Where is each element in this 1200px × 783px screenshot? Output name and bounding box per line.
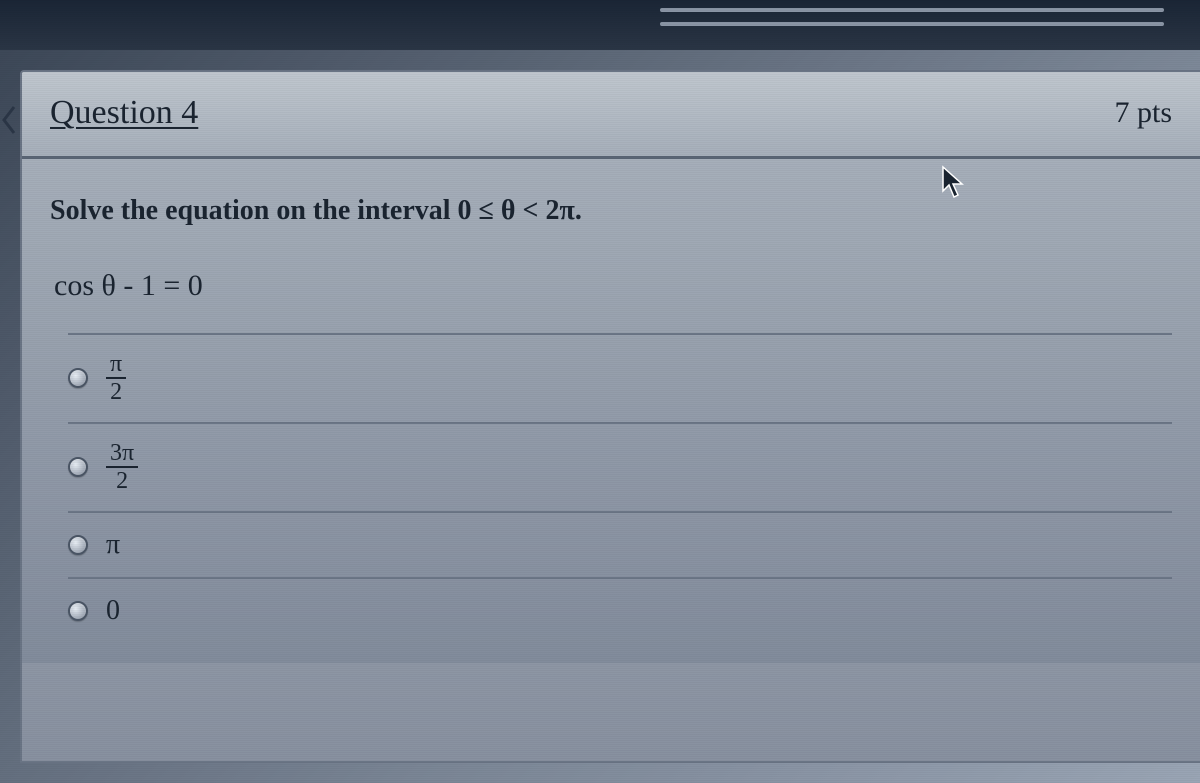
fraction-numerator: 3π [106, 440, 138, 468]
mouse-cursor-icon [940, 165, 966, 201]
fraction-denominator: 2 [106, 379, 126, 405]
radio-button[interactable] [68, 535, 88, 555]
question-body: Solve the equation on the interval 0 ≤ θ… [22, 159, 1200, 663]
previous-question-icon[interactable] [0, 105, 18, 135]
radio-button[interactable] [68, 601, 88, 621]
radio-wrap[interactable] [68, 368, 88, 388]
answer-options: π 2 3π 2 [68, 333, 1172, 643]
option-row[interactable]: π 2 [68, 333, 1172, 422]
radio-button[interactable] [68, 457, 88, 477]
fraction-icon: 3π 2 [106, 440, 138, 495]
option-row[interactable]: 0 [68, 577, 1172, 643]
points-label: 7 pts [1114, 96, 1172, 130]
radio-button[interactable] [68, 368, 88, 388]
option-row[interactable]: π [68, 511, 1172, 577]
radio-wrap[interactable] [68, 535, 88, 555]
fraction-denominator: 2 [112, 468, 132, 494]
fraction-numerator: π [106, 351, 126, 379]
question-equation: cos θ - 1 = 0 [50, 269, 1172, 303]
option-label: π [106, 529, 120, 561]
option-row[interactable]: 3π 2 [68, 422, 1172, 511]
option-label: π 2 [106, 351, 126, 406]
window-top-decoration [0, 0, 1200, 50]
question-header: Question 4 7 pts [22, 72, 1200, 159]
radio-wrap[interactable] [68, 601, 88, 621]
option-label: 0 [106, 595, 120, 627]
question-prompt: Solve the equation on the interval 0 ≤ θ… [50, 195, 1172, 227]
question-card: Question 4 7 pts Solve the equation on t… [20, 70, 1200, 763]
radio-wrap[interactable] [68, 457, 88, 477]
option-label: 3π 2 [106, 440, 138, 495]
fraction-icon: π 2 [106, 351, 126, 406]
question-title[interactable]: Question 4 [50, 94, 198, 132]
